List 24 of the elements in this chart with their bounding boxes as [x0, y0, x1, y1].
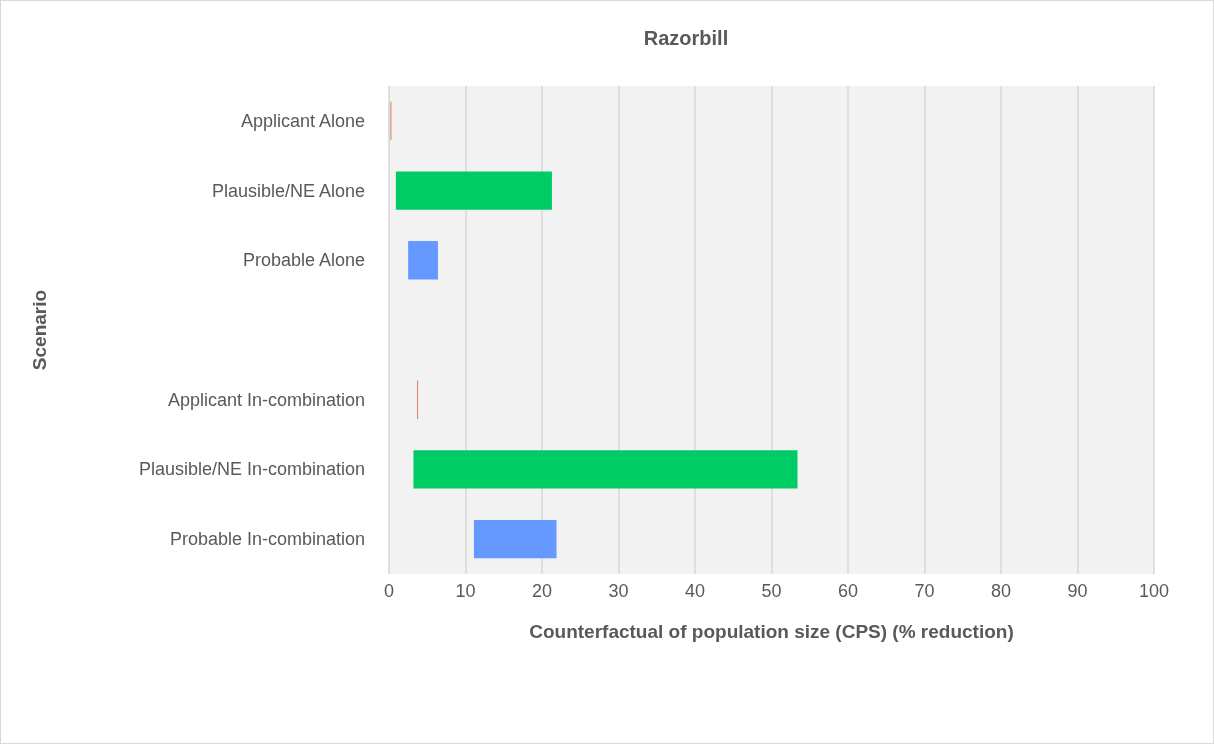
y-tick-label: Plausible/NE In-combination	[138, 459, 365, 480]
x-tick-label: 30	[608, 581, 629, 601]
bar	[395, 171, 552, 210]
x-tick-label: 40	[684, 581, 706, 601]
y-tick-label: Probable In-combination	[169, 529, 365, 550]
x-tick-label: 0	[383, 581, 395, 601]
x-tick-label: 20	[531, 581, 553, 601]
y-tick-label: Applicant In-combination	[167, 389, 365, 410]
bar	[473, 519, 557, 559]
y-tick-label: Applicant Alone	[240, 110, 365, 131]
x-tick-label: 70	[914, 581, 935, 601]
y-tick-label: Plausible/NE Alone	[211, 180, 365, 201]
x-axis-title: Counterfactual of population size (CPS) (% reduction)	[529, 621, 1014, 642]
bar	[408, 241, 438, 280]
x-tick-label: 80	[990, 581, 1012, 601]
x-tick-label: 10	[455, 581, 476, 601]
x-tick-label: 60	[837, 581, 859, 601]
y-axis-title: Scenario	[29, 289, 50, 371]
chart-title: Razorbill	[643, 27, 729, 49]
bar	[413, 450, 798, 489]
y-tick-label: Probable Alone	[242, 250, 365, 271]
x-tick-label: 90	[1067, 581, 1088, 601]
x-tick-label: 100	[1138, 581, 1170, 601]
x-tick-label: 50	[761, 581, 782, 601]
